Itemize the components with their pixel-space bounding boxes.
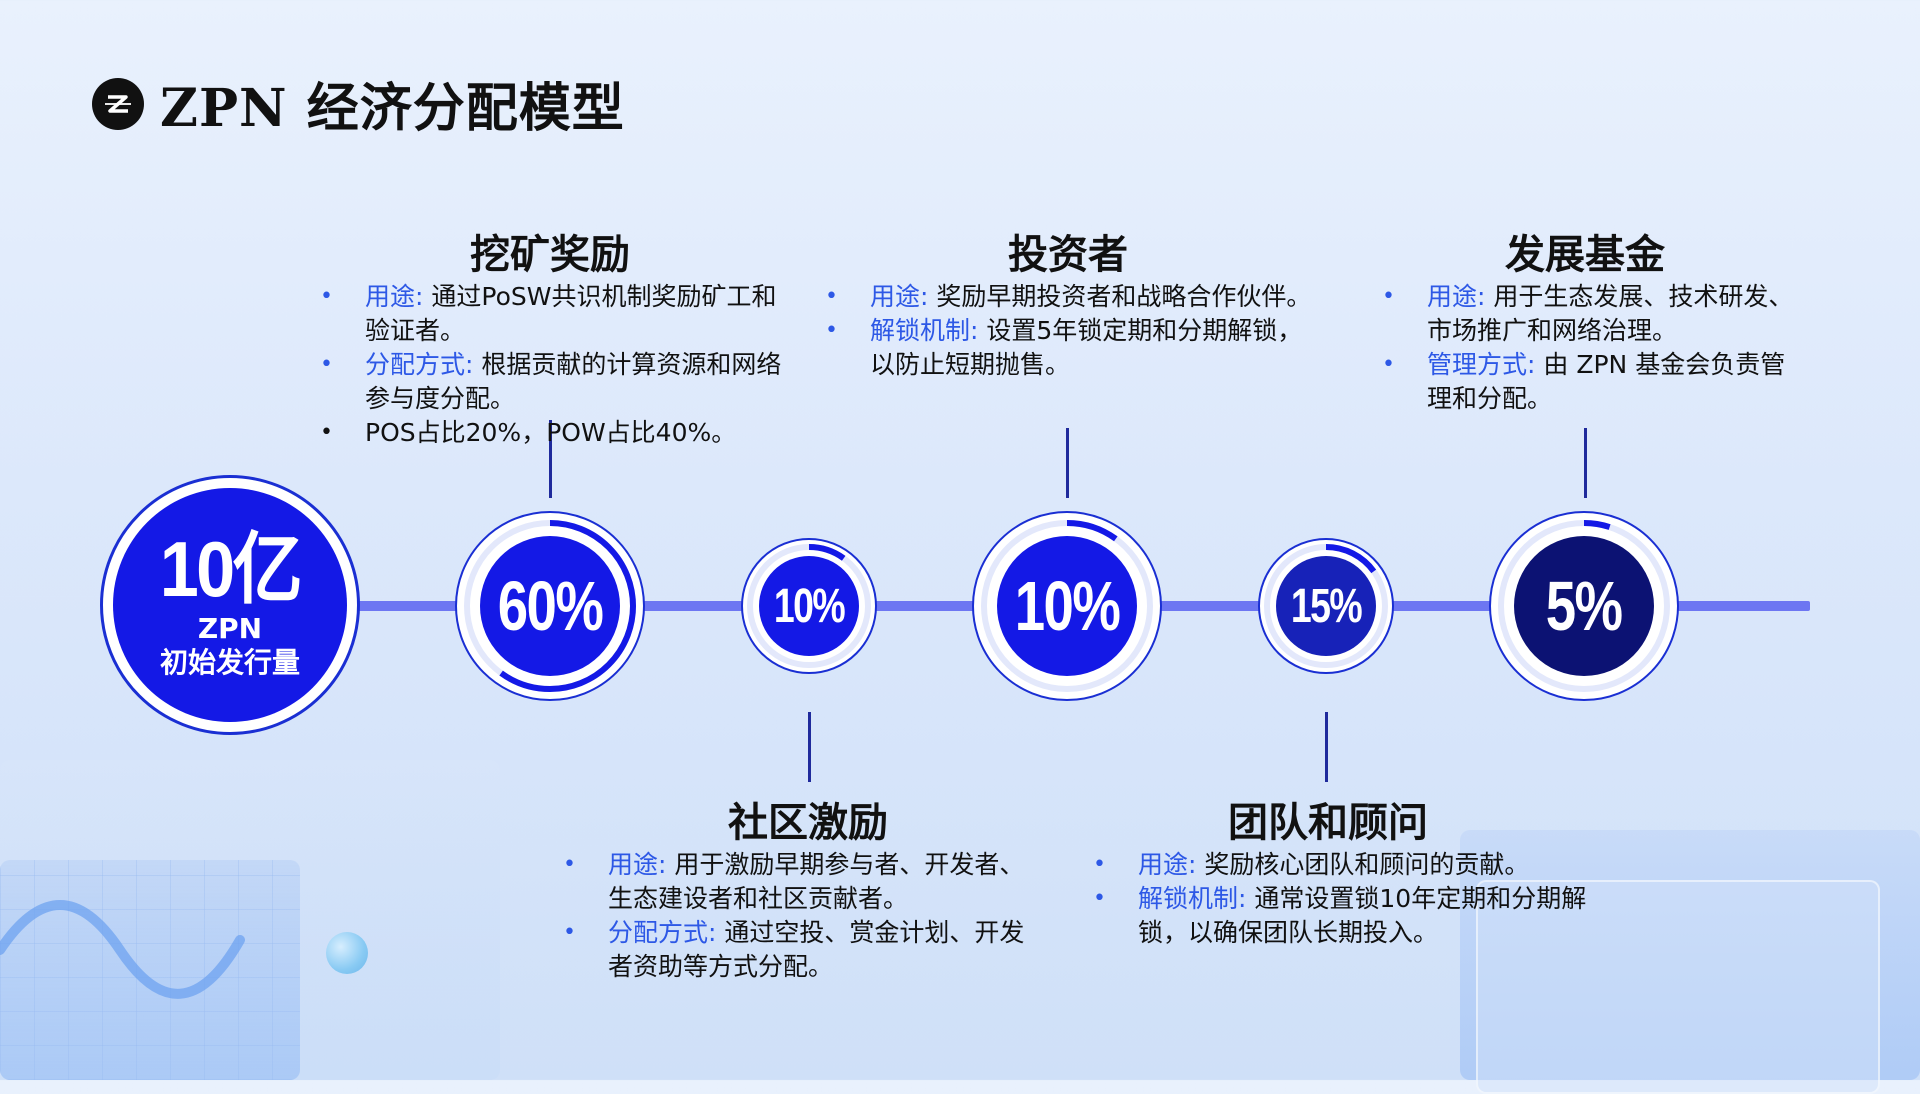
total-supply-node: 10亿 ZPN 初始发行量 bbox=[100, 475, 360, 735]
allocation-node-investors: 10% bbox=[972, 511, 1162, 701]
page-title: ZPN 经济分配模型 bbox=[160, 78, 625, 139]
background-grid-panel bbox=[0, 860, 300, 1080]
desc-team: 用途: 奖励核心团队和顾问的贡献。 解锁机制: 通常设置锁10年定期和分期解锁，… bbox=[1093, 848, 1593, 950]
allocation-node-mining: 60% bbox=[455, 511, 645, 701]
bullet-item: 管理方式: 由 ZPN 基金会负责管理和分配。 bbox=[1382, 348, 1802, 416]
wave-decoration bbox=[0, 900, 245, 999]
progress-ring bbox=[981, 520, 1153, 692]
bubble-decoration bbox=[326, 932, 368, 974]
percent-label-team: 15% bbox=[1290, 579, 1363, 633]
progress-ring bbox=[464, 520, 636, 692]
section-title-investors: 投资者 bbox=[1008, 232, 1128, 278]
progress-arc bbox=[1498, 520, 1670, 692]
percent-label-mining: 60% bbox=[497, 567, 604, 645]
zpn-logo-icon bbox=[92, 77, 144, 130]
connector-investors bbox=[1066, 428, 1069, 498]
bullet-item: 用途: 通过PoSW共识机制奖励矿工和验证者。 bbox=[320, 280, 790, 348]
progress-ring bbox=[747, 544, 871, 668]
percent-label-community: 10% bbox=[773, 579, 846, 633]
connector-fund bbox=[1584, 428, 1587, 498]
progress-arc bbox=[464, 520, 636, 692]
desc-investors: 用途: 奖励早期投资者和战略合作伙伴。 解锁机制: 设置5年锁定期和分期解锁，以… bbox=[825, 280, 1315, 382]
bullet-item: 分配方式: 通过空投、赏金计划、开发者资助等方式分配。 bbox=[563, 916, 1043, 984]
desc-fund: 用途: 用于生态发展、技术研发、市场推广和网络治理。 管理方式: 由 ZPN 基… bbox=[1382, 280, 1802, 416]
bullet-item: 解锁机制: 设置5年锁定期和分期解锁，以防止短期抛售。 bbox=[825, 314, 1315, 382]
allocation-node-fund: 5% bbox=[1489, 511, 1679, 701]
progress-arc bbox=[747, 544, 871, 668]
connector-community bbox=[808, 712, 811, 782]
bullet-item: 分配方式: 根据贡献的计算资源和网络参与度分配。 bbox=[320, 348, 790, 416]
progress-arc bbox=[981, 520, 1153, 692]
desc-mining: 用途: 通过PoSW共识机制奖励矿工和验证者。 分配方式: 根据贡献的计算资源和… bbox=[320, 280, 790, 450]
bullet-item: POS占比20%，POW占比40%。 bbox=[320, 416, 790, 450]
bullet-item: 解锁机制: 通常设置锁10年定期和分期解锁，以确保团队长期投入。 bbox=[1093, 882, 1593, 950]
percent-label-fund: 5% bbox=[1546, 567, 1623, 645]
connector-mining bbox=[549, 420, 552, 498]
connector-team bbox=[1325, 712, 1328, 782]
allocation-node-community: 10% bbox=[741, 538, 877, 674]
percent-label-investors: 10% bbox=[1014, 567, 1121, 645]
allocation-node-team: 15% bbox=[1258, 538, 1394, 674]
progress-ring bbox=[1498, 520, 1670, 692]
bullet-item: 用途: 奖励核心团队和顾问的贡献。 bbox=[1093, 848, 1593, 882]
progress-ring bbox=[1264, 544, 1388, 668]
total-supply-label: 初始发行量 bbox=[159, 646, 300, 679]
progress-arc bbox=[1264, 544, 1388, 668]
section-title-fund: 发展基金 bbox=[1505, 232, 1665, 278]
bullet-item: 用途: 奖励早期投资者和战略合作伙伴。 bbox=[825, 280, 1315, 314]
desc-community: 用途: 用于激励早期参与者、开发者、生态建设者和社区贡献者。 分配方式: 通过空… bbox=[563, 848, 1043, 984]
total-supply-amount: 10亿 bbox=[159, 525, 303, 613]
section-title-community: 社区激励 bbox=[728, 800, 888, 846]
total-supply-unit: ZPN bbox=[197, 612, 263, 645]
bullet-item: 用途: 用于激励早期参与者、开发者、生态建设者和社区贡献者。 bbox=[563, 848, 1043, 916]
bullet-item: 用途: 用于生态发展、技术研发、市场推广和网络治理。 bbox=[1382, 280, 1802, 348]
section-title-team: 团队和顾问 bbox=[1228, 800, 1428, 846]
section-title-mining: 挖矿奖励 bbox=[470, 232, 630, 278]
header: ZPN 经济分配模型 bbox=[92, 66, 625, 141]
